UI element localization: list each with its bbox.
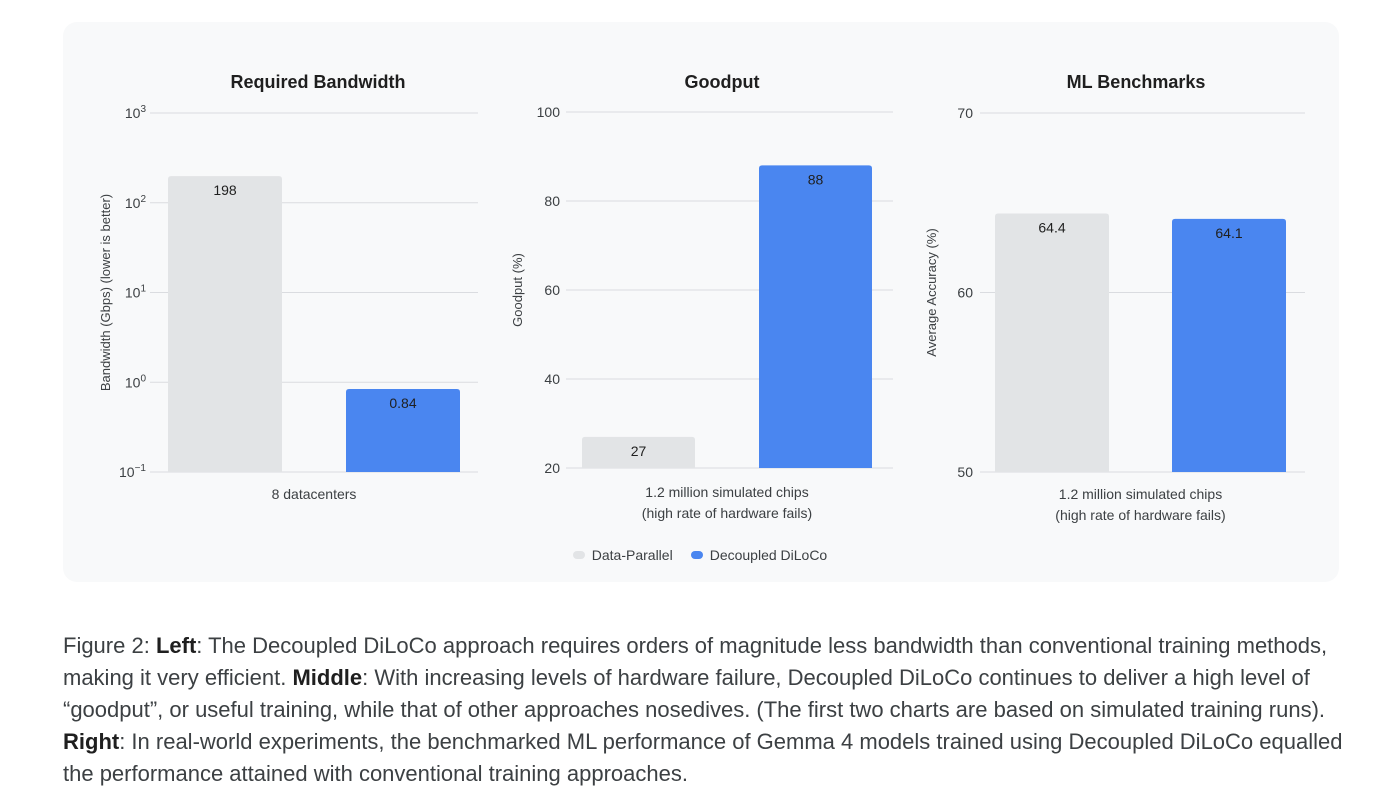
legend-swatch-decoupled-diloco bbox=[690, 551, 703, 559]
chart-2: Goodput 100 80 60 40 20 Goodput (%) 27 88 1.2 mil… bbox=[510, 72, 893, 521]
caption-left-text: : The Decoupled DiLoCo approach requires… bbox=[63, 633, 1328, 690]
caption-right-text: : In real-world experiments, the benchma… bbox=[63, 729, 1343, 786]
caption-middle-label: Middle bbox=[292, 665, 363, 690]
chart-3: ML Benchmarks 70 60 50 Average Accuracy (%) 6… bbox=[924, 72, 1305, 523]
bar-decoupled-diloco bbox=[346, 389, 460, 472]
y-axis-label: Bandwidth (Gbps) (lower is better) bbox=[98, 194, 113, 391]
legend-item-decoupled-diloco: Decoupled DiLoCo bbox=[690, 547, 828, 563]
y-tick-exponent: −1 bbox=[135, 463, 147, 474]
y-axis-label: Goodput (%) bbox=[510, 253, 525, 327]
bar-decoupled-diloco bbox=[1172, 218, 1286, 472]
y-axis-label: Average Accuracy (%) bbox=[924, 228, 939, 356]
y-tick-label: 20 bbox=[544, 460, 560, 476]
y-tick-label: 103 bbox=[125, 104, 147, 121]
y-tick-label: 40 bbox=[544, 371, 560, 387]
y-tick-label: 60 bbox=[957, 285, 973, 301]
chart-title: ML Benchmarks bbox=[1067, 72, 1206, 92]
bar-data-parallel bbox=[168, 176, 282, 472]
legend-label-data-parallel: Data-Parallel bbox=[591, 547, 673, 563]
y-tick-label: 100 bbox=[125, 373, 147, 390]
data-label: 88 bbox=[808, 171, 824, 187]
x-category-label: 8 datacenters bbox=[272, 486, 357, 502]
charts-svg: Required Bandwidth10310210110010−1Bandwi… bbox=[98, 72, 1305, 523]
data-label: 27 bbox=[631, 443, 647, 459]
y-tick-label: 50 bbox=[957, 464, 973, 480]
figure-caption: Figure 2: Left: The Decoupled DiLoCo app… bbox=[63, 630, 1353, 790]
y-tick-label: 10−1 bbox=[119, 463, 146, 480]
chart-title: Goodput bbox=[685, 72, 760, 92]
y-tick-exponent: 2 bbox=[140, 194, 146, 205]
x-category-label: 1.2 million simulated chips bbox=[645, 484, 808, 500]
caption-right-label: Right bbox=[63, 729, 120, 754]
caption-middle-text: : With increasing levels of hardware fai… bbox=[63, 665, 1326, 722]
chart-title: Required Bandwidth bbox=[231, 72, 406, 92]
chart-1: Required Bandwidth10310210110010−1Bandwi… bbox=[98, 72, 478, 502]
legend-swatch-data-parallel bbox=[572, 551, 585, 559]
bar-decoupled-diloco bbox=[759, 165, 872, 468]
y-tick-label: 100 bbox=[537, 104, 561, 120]
y-tick-label: 102 bbox=[125, 194, 147, 211]
data-label: 198 bbox=[213, 182, 237, 198]
x-category-label: (high rate of hardware fails) bbox=[1055, 507, 1225, 523]
bar-data-parallel bbox=[995, 213, 1109, 472]
y-tick-exponent: 1 bbox=[140, 284, 146, 295]
legend: Data-Parallel Decoupled DiLoCo bbox=[0, 547, 1400, 563]
x-category-label: (high rate of hardware fails) bbox=[642, 505, 812, 521]
data-label: 0.84 bbox=[389, 395, 416, 411]
y-tick-exponent: 3 bbox=[140, 104, 146, 115]
y-tick-label: 101 bbox=[125, 284, 147, 301]
y-tick-label: 60 bbox=[544, 282, 560, 298]
data-label: 64.1 bbox=[1215, 225, 1242, 241]
caption-prefix: Figure 2: bbox=[63, 633, 156, 658]
x-category-label: 1.2 million simulated chips bbox=[1059, 486, 1222, 502]
y-tick-exponent: 0 bbox=[140, 373, 146, 384]
y-tick-label: 80 bbox=[544, 193, 560, 209]
legend-item-data-parallel: Data-Parallel bbox=[572, 547, 673, 563]
data-label: 64.4 bbox=[1038, 220, 1065, 236]
bar-data-parallel bbox=[582, 436, 695, 468]
y-tick-label: 70 bbox=[957, 105, 973, 121]
legend-label-decoupled-diloco: Decoupled DiLoCo bbox=[709, 547, 828, 563]
caption-left-label: Left bbox=[155, 633, 197, 658]
